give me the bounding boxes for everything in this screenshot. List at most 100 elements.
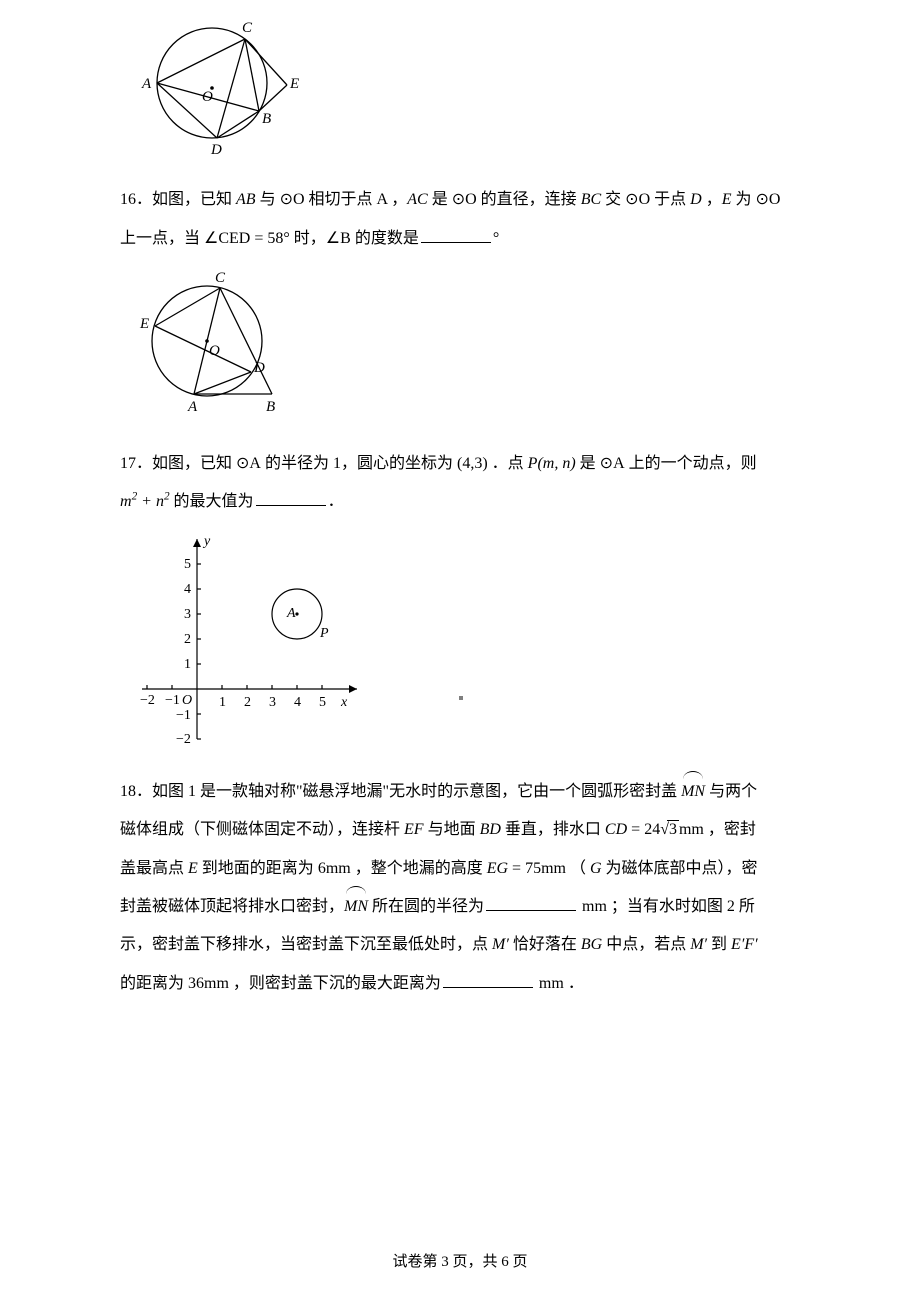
q18-bg: BG: [581, 936, 602, 953]
q17-t1: 17．如图，已知: [120, 455, 236, 472]
q18-mprime2: M′: [690, 936, 707, 953]
svg-text:−1: −1: [165, 693, 180, 708]
q18: 18．如图 1 是一款轴对称"磁悬浮地漏"无水时的示意图，它由一个圆弧形密封盖 …: [120, 773, 800, 1003]
q16-bc: BC: [581, 191, 601, 208]
q16-svg: C E O D A B: [132, 266, 287, 421]
q18-mprime: M′: [492, 936, 509, 953]
q18-g: G: [590, 860, 602, 877]
q18-l6a: 的距离为: [120, 975, 188, 992]
svg-text:4: 4: [184, 582, 191, 597]
q17-t5: 上的一个动点，则: [625, 455, 757, 472]
q15-figure: A C B E D O: [132, 8, 800, 173]
svg-text:O: O: [209, 343, 220, 359]
svg-text:3: 3: [184, 607, 191, 622]
q18-l2d: =: [627, 821, 644, 838]
svg-text:2: 2: [184, 632, 191, 647]
svg-text:5: 5: [184, 557, 191, 572]
q18-l1a: 18．如图 1 是一款轴对称"磁悬浮地漏"无水时的示意图，它由一个圆弧形密封盖: [120, 783, 681, 800]
q18-l2c: 垂直，排水口: [501, 821, 605, 838]
svg-text:C: C: [215, 270, 226, 286]
svg-text:1: 1: [219, 695, 226, 710]
q18-l3c: ，整个地漏的高度: [351, 860, 487, 877]
q17-oa2: ⊙A: [600, 455, 625, 472]
q17-t2: 的半径为 1，圆心的坐标为: [261, 455, 457, 472]
q18-l3b: 到地面的距离为: [198, 860, 318, 877]
q17-l2t: 的最大值为: [170, 493, 254, 510]
svg-text:B: B: [266, 399, 275, 415]
q16-t5: 的直径，连接: [477, 191, 581, 208]
q16-t4: 是: [428, 191, 452, 208]
q16-d: D: [690, 191, 702, 208]
page: A C B E D O 16．如图，已知 AB 与 ⊙O 相切于点 A ，AC …: [0, 8, 920, 1310]
q18-l5d: 到: [707, 936, 731, 953]
svg-text:A: A: [141, 76, 152, 92]
q16-l2t3: 的度数是: [351, 230, 419, 247]
q18-l3e: 为磁体底部中点），密: [602, 860, 758, 877]
q18-l1b: 与两个: [705, 783, 757, 800]
q18-efprime: E′F′: [731, 936, 758, 953]
q18-l2b: 与地面: [424, 821, 480, 838]
q17-svg: −2 −1 O 1 2 3 4 5 x 1 2 3 4 5 −1 −2 y A …: [132, 529, 372, 749]
q18-cd: CD: [605, 821, 627, 838]
q17-expr: m2 + n2: [120, 493, 170, 510]
svg-text:5: 5: [319, 695, 326, 710]
q17-l2e: ．: [328, 493, 344, 510]
q16-o4: ⊙O: [756, 191, 781, 208]
q18-ef: EF: [404, 821, 424, 838]
svg-text:y: y: [202, 534, 211, 549]
q15-svg: A C B E D O: [132, 8, 307, 158]
q16-ab: AB: [236, 191, 256, 208]
q18-mn2: MN: [344, 888, 368, 926]
q17: 17．如图，已知 ⊙A 的半径为 1，圆心的坐标为 (4,3) ．点 P(m, …: [120, 445, 800, 522]
q18-6mm: 6mm: [318, 860, 351, 877]
q16-t6: 交: [601, 191, 625, 208]
q18-36mm: 36mm: [188, 975, 229, 992]
q17-t4: 是: [576, 455, 600, 472]
q16-e: E: [722, 191, 732, 208]
q18-mn1: MN: [681, 773, 705, 811]
svg-text:D: D: [253, 360, 265, 376]
svg-text:A: A: [187, 399, 198, 415]
q17-blank: [256, 489, 326, 506]
q18-l6b: ，则密封盖下沉的最大距离为: [229, 975, 441, 992]
q16-angle: ∠CED = 58°: [204, 230, 290, 247]
page-footer: 试卷第 3 页，共 6 页: [0, 1255, 920, 1270]
q16-o3: ⊙O: [625, 191, 650, 208]
q16-angleB: ∠B: [326, 230, 351, 247]
svg-text:O: O: [202, 89, 213, 105]
svg-text:−2: −2: [140, 693, 155, 708]
q16-t1: 16．如图，已知: [120, 191, 236, 208]
svg-text:A: A: [286, 606, 296, 621]
q16-t7: 于点: [650, 191, 690, 208]
svg-text:P: P: [319, 626, 329, 641]
q17-t3: ．点: [488, 455, 528, 472]
q18-bd: BD: [480, 821, 501, 838]
q16-o2: ⊙O: [452, 191, 477, 208]
q16-blank: [421, 226, 491, 243]
q16-t2: 与: [256, 191, 280, 208]
q18-blank2: [443, 971, 533, 988]
svg-text:B: B: [262, 111, 271, 127]
svg-text:2: 2: [244, 695, 251, 710]
q16-o1: ⊙O: [280, 191, 305, 208]
q18-l3d: = 75mm （: [508, 860, 590, 877]
q16-l2t2: 时，: [290, 230, 326, 247]
svg-text:−2: −2: [176, 732, 191, 747]
q16-deg: °: [493, 230, 499, 247]
q16-figure: C E O D A B: [132, 266, 800, 436]
footer-text: 试卷第 3 页，共 6 页: [392, 1254, 527, 1270]
q18-l5b: 恰好落在: [509, 936, 581, 953]
svg-text:x: x: [340, 695, 348, 710]
svg-text:O: O: [182, 693, 192, 708]
q16-t3: 相切于点 A ，: [305, 191, 408, 208]
q16-ac: AC: [407, 191, 427, 208]
svg-text:E: E: [289, 76, 299, 92]
page-marker-dot: [459, 696, 463, 700]
q17-oa: ⊙A: [236, 455, 261, 472]
q18-l4b: 所在圆的半径为: [368, 898, 484, 915]
q18-l2e: mm ，密封: [679, 821, 756, 838]
q18-blank1: [486, 894, 576, 911]
q18-e: E: [188, 860, 198, 877]
q17-coord: (4,3): [457, 455, 488, 472]
q18-l4a: 封盖被磁体顶起将排水口密封，: [120, 898, 344, 915]
